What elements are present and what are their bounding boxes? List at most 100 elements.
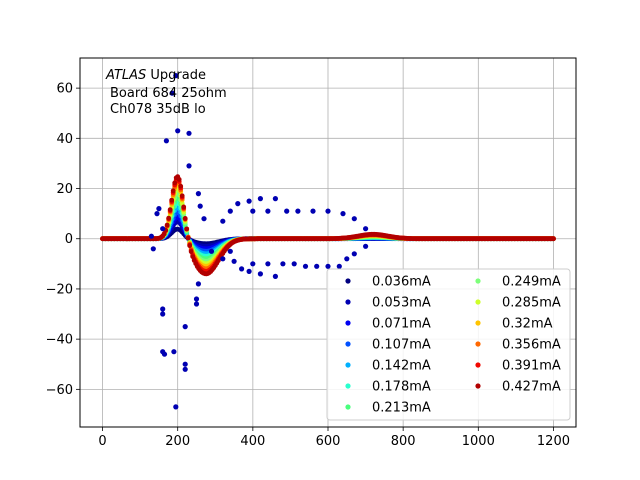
annotation-line-3: Ch078 35dB lo bbox=[110, 102, 206, 117]
outlier-point bbox=[250, 261, 256, 267]
x-tick-label: 1200 bbox=[537, 434, 570, 449]
outlier-point bbox=[193, 301, 200, 307]
annotation-line-1: ATLAS Upgrade bbox=[105, 68, 206, 83]
legend-label: 0.249mA bbox=[502, 275, 561, 290]
outlier-point bbox=[160, 311, 166, 317]
y-tick-label: 60 bbox=[56, 82, 73, 97]
legend-label: 0.427mA bbox=[502, 380, 561, 395]
outlier-point bbox=[272, 273, 278, 279]
legend-marker bbox=[345, 362, 351, 368]
outlier-point bbox=[169, 90, 175, 96]
annotation: ATLAS Upgrade Board 684 25ohm Ch078 35dB… bbox=[105, 68, 227, 117]
annotation-line-2: Board 684 25ohm bbox=[110, 86, 227, 101]
outlier-point bbox=[161, 351, 168, 357]
legend-marker bbox=[475, 341, 481, 347]
outlier-point bbox=[302, 263, 309, 269]
outlier-point bbox=[257, 196, 263, 202]
y-tick-label: −60 bbox=[46, 383, 73, 398]
x-tick-label: 600 bbox=[316, 434, 341, 449]
data-points bbox=[100, 174, 556, 277]
outlier-point bbox=[246, 268, 252, 274]
data-point bbox=[176, 177, 182, 182]
annotation-italic-word: ATLAS bbox=[105, 68, 146, 83]
x-tick-label: 400 bbox=[240, 434, 265, 449]
data-point bbox=[188, 249, 194, 255]
outlier-point bbox=[173, 73, 179, 79]
outlier-point bbox=[250, 208, 256, 214]
outlier-point bbox=[163, 138, 169, 144]
legend-marker bbox=[345, 299, 351, 305]
y-tick-label: −20 bbox=[46, 282, 73, 297]
legend-marker bbox=[475, 383, 481, 389]
outlier-point bbox=[246, 198, 252, 204]
x-tick-label: 800 bbox=[391, 434, 416, 449]
data-point bbox=[190, 254, 196, 259]
outlier-point bbox=[344, 256, 350, 262]
outlier-point bbox=[160, 306, 166, 312]
outlier-point bbox=[310, 208, 316, 214]
outlier-point bbox=[148, 233, 154, 239]
legend-marker bbox=[345, 320, 351, 326]
outlier-point bbox=[193, 296, 200, 302]
legend-label: 0.053mA bbox=[372, 296, 431, 311]
legend-label: 0.071mA bbox=[372, 317, 431, 332]
outlier-point bbox=[160, 226, 166, 232]
outlier-point bbox=[195, 191, 201, 197]
outlier-point bbox=[173, 404, 179, 410]
legend-marker bbox=[345, 341, 351, 347]
legend: 0.036mA 0.053mA 0.071mA 0.107mA 0.142mA 0.178… bbox=[326, 268, 571, 421]
series-0.427mA bbox=[100, 174, 556, 277]
outlier-points bbox=[148, 73, 369, 410]
data-point bbox=[187, 243, 193, 249]
outlier-point bbox=[363, 243, 369, 249]
outlier-point bbox=[156, 206, 162, 212]
outlier-point bbox=[182, 361, 188, 367]
outlier-point bbox=[257, 271, 263, 277]
outlier-point bbox=[182, 366, 188, 372]
legend-label: 0.391mA bbox=[502, 359, 561, 374]
outlier-point bbox=[208, 248, 215, 254]
legend-marker bbox=[345, 278, 351, 284]
data-point bbox=[172, 180, 178, 186]
outlier-point bbox=[197, 203, 203, 209]
outlier-point bbox=[295, 208, 301, 214]
outlier-point bbox=[325, 208, 331, 214]
outlier-point bbox=[154, 211, 160, 217]
outlier-point bbox=[186, 163, 192, 169]
legend-label: 0.036mA bbox=[372, 275, 431, 290]
x-tick-label: 200 bbox=[165, 434, 190, 449]
outlier-point bbox=[325, 263, 331, 269]
outlier-point bbox=[220, 256, 226, 262]
legend-box bbox=[326, 268, 571, 421]
outlier-point bbox=[201, 216, 207, 222]
legend-marker bbox=[475, 278, 481, 284]
y-tick-label: −40 bbox=[46, 333, 73, 348]
outlier-point bbox=[231, 258, 237, 264]
data-point bbox=[166, 215, 172, 221]
y-tick-label: 0 bbox=[65, 232, 73, 247]
x-axis-ticks: 0 200 400 600 800 1000 1200 bbox=[98, 427, 570, 449]
data-point bbox=[179, 193, 185, 199]
outlier-point bbox=[239, 266, 245, 272]
legend-label: 0.107mA bbox=[372, 338, 431, 353]
outlier-point bbox=[336, 263, 342, 269]
outlier-point bbox=[351, 216, 357, 222]
x-tick-label: 0 bbox=[98, 434, 106, 449]
annotation-line-1-rest: Upgrade bbox=[146, 68, 206, 83]
legend-marker bbox=[345, 383, 351, 389]
legend-marker bbox=[475, 320, 481, 326]
data-point bbox=[184, 226, 190, 232]
legend-label: 0.178mA bbox=[372, 380, 431, 395]
data-point bbox=[170, 188, 176, 194]
outlier-point bbox=[150, 246, 156, 252]
legend-label: 0.32mA bbox=[502, 317, 553, 332]
outlier-point bbox=[265, 208, 271, 214]
y-tick-label: 40 bbox=[56, 132, 73, 147]
legend-marker bbox=[475, 362, 481, 368]
data-point bbox=[185, 235, 191, 241]
data-point bbox=[181, 204, 187, 210]
outlier-point bbox=[280, 261, 286, 267]
data-point bbox=[178, 183, 184, 189]
legend-label: 0.356mA bbox=[502, 338, 561, 353]
y-tick-label: 20 bbox=[56, 182, 73, 197]
